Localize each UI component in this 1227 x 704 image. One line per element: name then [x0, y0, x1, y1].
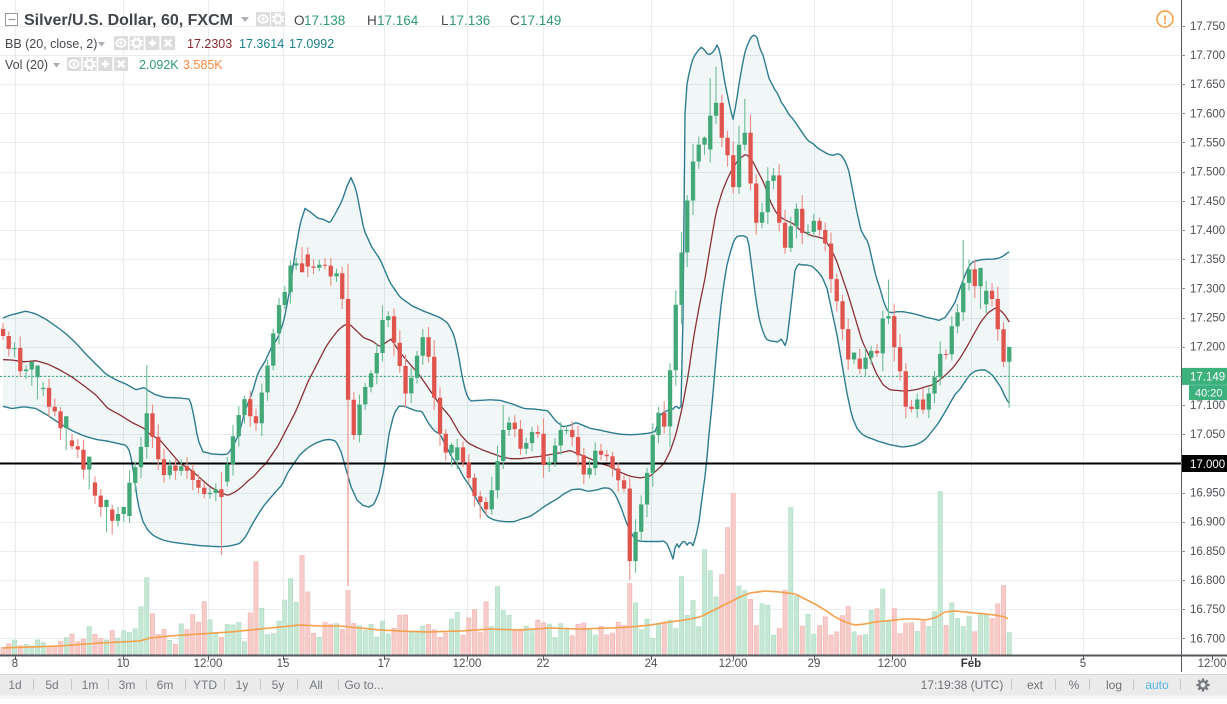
- svg-text:1d: 1d: [8, 678, 21, 692]
- svg-text:%: %: [1069, 678, 1080, 692]
- svg-text:17.2303: 17.2303: [187, 37, 232, 51]
- svg-text:auto: auto: [1145, 678, 1169, 692]
- svg-text:17:19:38 (UTC): 17:19:38 (UTC): [921, 678, 1004, 692]
- svg-text:17.138: 17.138: [304, 13, 345, 28]
- svg-text:16.850: 16.850: [1190, 546, 1225, 558]
- svg-text:12:00: 12:00: [1198, 658, 1227, 670]
- svg-text:Go to...: Go to...: [344, 678, 383, 692]
- svg-text:17.164: 17.164: [377, 13, 419, 28]
- svg-text:17.500: 17.500: [1190, 167, 1225, 179]
- svg-text:3.585K: 3.585K: [183, 58, 223, 72]
- svg-text:6m: 6m: [157, 678, 174, 692]
- svg-text:22: 22: [537, 658, 550, 670]
- svg-text:17.3614: 17.3614: [239, 37, 284, 51]
- svg-text:ext: ext: [1027, 678, 1044, 692]
- svg-text:C: C: [510, 13, 520, 28]
- svg-text:17.650: 17.650: [1190, 79, 1225, 91]
- svg-text:O: O: [294, 13, 305, 28]
- svg-text:12:00: 12:00: [194, 658, 223, 670]
- svg-text:15: 15: [277, 658, 290, 670]
- svg-text:10: 10: [117, 658, 130, 670]
- svg-text:!: !: [1163, 13, 1167, 27]
- svg-text:17.050: 17.050: [1190, 429, 1225, 441]
- svg-text:Silver/U.S. Dollar, 60, FXCM: Silver/U.S. Dollar, 60, FXCM: [24, 12, 233, 29]
- svg-text:Vol (20): Vol (20): [5, 58, 48, 72]
- svg-text:Feb: Feb: [961, 658, 981, 670]
- svg-text:17.700: 17.700: [1190, 50, 1225, 62]
- svg-text:17.450: 17.450: [1190, 196, 1225, 208]
- svg-text:log: log: [1106, 678, 1122, 692]
- svg-text:17: 17: [378, 658, 391, 670]
- svg-text:2.092K: 2.092K: [139, 58, 179, 72]
- svg-text:17.600: 17.600: [1190, 108, 1225, 120]
- svg-text:5d: 5d: [45, 678, 58, 692]
- svg-text:12:00: 12:00: [878, 658, 907, 670]
- svg-text:17.200: 17.200: [1190, 342, 1225, 354]
- svg-text:8: 8: [12, 658, 18, 670]
- svg-text:17.250: 17.250: [1190, 313, 1225, 325]
- svg-text:BB (20, close, 2): BB (20, close, 2): [5, 37, 97, 51]
- svg-text:16.900: 16.900: [1190, 517, 1225, 529]
- svg-text:16.750: 16.750: [1190, 604, 1225, 616]
- svg-text:16.800: 16.800: [1190, 575, 1225, 587]
- svg-text:17.100: 17.100: [1190, 400, 1225, 412]
- svg-text:12:00: 12:00: [719, 658, 748, 670]
- svg-text:17.750: 17.750: [1190, 21, 1225, 33]
- svg-text:17.300: 17.300: [1190, 283, 1225, 295]
- svg-text:12:00: 12:00: [453, 658, 482, 670]
- svg-text:17.0992: 17.0992: [289, 37, 334, 51]
- svg-text:24: 24: [645, 658, 658, 670]
- svg-text:17.350: 17.350: [1190, 254, 1225, 266]
- svg-text:17.149: 17.149: [520, 13, 561, 28]
- svg-text:5: 5: [1080, 658, 1086, 670]
- svg-text:17.136: 17.136: [449, 13, 490, 28]
- svg-text:17.550: 17.550: [1190, 138, 1225, 150]
- svg-text:16.700: 16.700: [1190, 633, 1225, 645]
- svg-text:17.400: 17.400: [1190, 225, 1225, 237]
- svg-text:5y: 5y: [272, 678, 285, 692]
- svg-text:All: All: [309, 678, 322, 692]
- svg-text:17.000: 17.000: [1190, 459, 1225, 471]
- svg-text:17.149: 17.149: [1190, 371, 1225, 383]
- svg-text:40:20: 40:20: [1195, 388, 1223, 400]
- svg-text:3m: 3m: [119, 678, 136, 692]
- svg-text:1y: 1y: [236, 678, 249, 692]
- svg-text:H: H: [367, 13, 377, 28]
- svg-text:L: L: [441, 13, 449, 28]
- svg-text:29: 29: [808, 658, 821, 670]
- svg-text:16.950: 16.950: [1190, 488, 1225, 500]
- svg-text:YTD: YTD: [193, 678, 217, 692]
- svg-text:1m: 1m: [82, 678, 99, 692]
